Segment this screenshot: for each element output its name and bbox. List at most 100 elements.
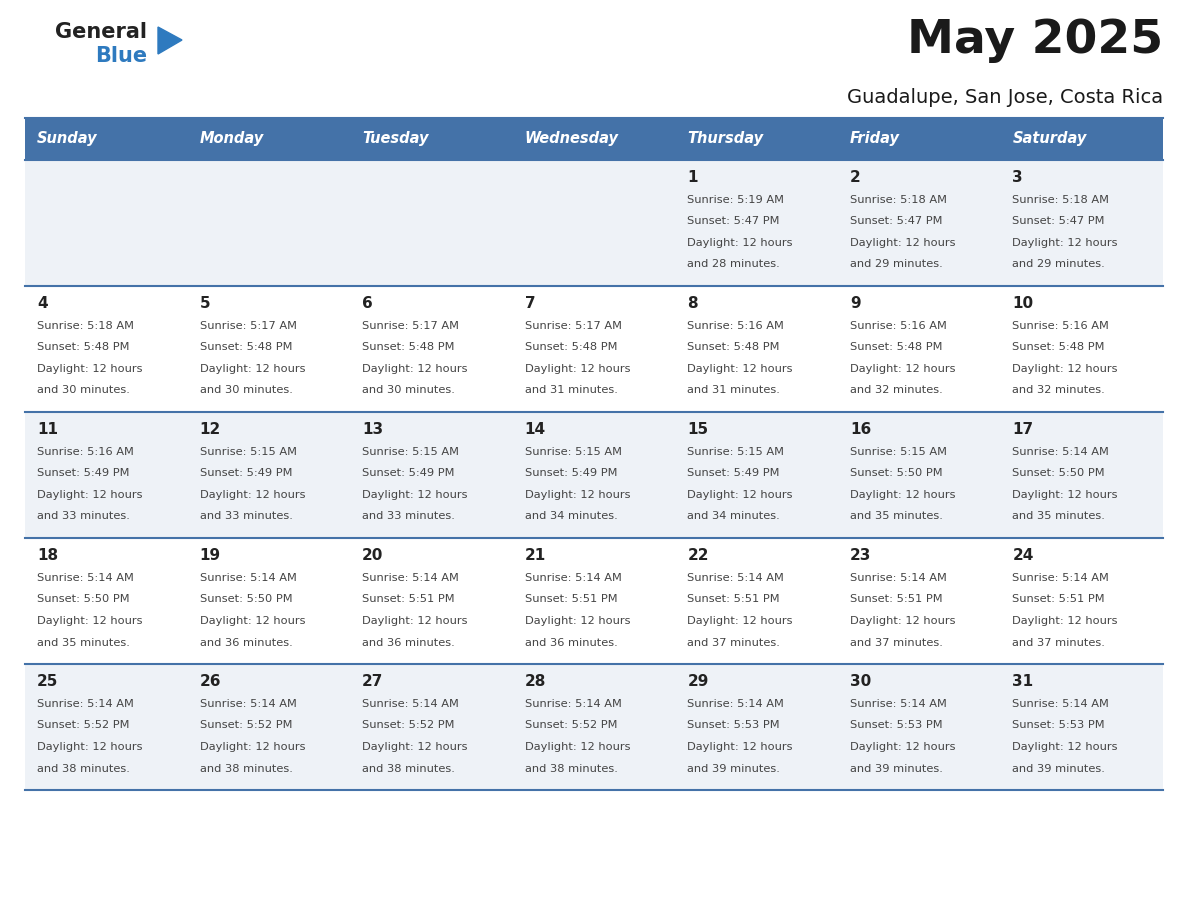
Text: Sunset: 5:51 PM: Sunset: 5:51 PM (688, 595, 779, 604)
Bar (838, 160, 1000, 286)
Text: 5: 5 (200, 296, 210, 311)
Text: Sunset: 5:49 PM: Sunset: 5:49 PM (688, 468, 779, 478)
Text: 17: 17 (1012, 422, 1034, 437)
Bar (1000, 538, 1163, 664)
Text: Daylight: 12 hours: Daylight: 12 hours (200, 616, 305, 626)
Text: and 35 minutes.: and 35 minutes. (1012, 511, 1105, 521)
Text: and 38 minutes.: and 38 minutes. (200, 764, 292, 774)
Text: Sunset: 5:50 PM: Sunset: 5:50 PM (849, 468, 942, 478)
Bar (513, 118, 675, 160)
Text: Sunrise: 5:14 AM: Sunrise: 5:14 AM (362, 573, 459, 583)
Text: and 39 minutes.: and 39 minutes. (849, 764, 943, 774)
Polygon shape (158, 27, 182, 54)
Text: Daylight: 12 hours: Daylight: 12 hours (525, 742, 630, 752)
Text: and 33 minutes.: and 33 minutes. (37, 511, 129, 521)
Text: 23: 23 (849, 548, 871, 563)
Bar (188, 664, 350, 790)
Bar (838, 118, 1000, 160)
Text: Sunrise: 5:14 AM: Sunrise: 5:14 AM (362, 699, 459, 709)
Text: Friday: Friday (849, 131, 899, 147)
Text: Sunrise: 5:14 AM: Sunrise: 5:14 AM (688, 699, 784, 709)
Text: and 36 minutes.: and 36 minutes. (525, 637, 618, 647)
Text: Daylight: 12 hours: Daylight: 12 hours (200, 490, 305, 500)
Bar (513, 664, 675, 790)
Text: Daylight: 12 hours: Daylight: 12 hours (849, 742, 955, 752)
Text: Sunrise: 5:18 AM: Sunrise: 5:18 AM (849, 195, 947, 205)
Text: 10: 10 (1012, 296, 1034, 311)
Bar (675, 118, 838, 160)
Bar (188, 286, 350, 412)
Text: Sunset: 5:52 PM: Sunset: 5:52 PM (200, 721, 292, 731)
Text: Daylight: 12 hours: Daylight: 12 hours (525, 364, 630, 374)
Text: Daylight: 12 hours: Daylight: 12 hours (525, 616, 630, 626)
Bar (25, 538, 188, 664)
Text: Daylight: 12 hours: Daylight: 12 hours (1012, 490, 1118, 500)
Text: Sunset: 5:49 PM: Sunset: 5:49 PM (362, 468, 455, 478)
Text: Blue: Blue (95, 46, 147, 66)
Bar (25, 412, 188, 538)
Bar (188, 160, 350, 286)
Text: Daylight: 12 hours: Daylight: 12 hours (362, 364, 468, 374)
Text: Sunset: 5:51 PM: Sunset: 5:51 PM (362, 595, 455, 604)
Bar (675, 286, 838, 412)
Text: Daylight: 12 hours: Daylight: 12 hours (37, 616, 143, 626)
Text: Sunrise: 5:16 AM: Sunrise: 5:16 AM (688, 321, 784, 331)
Text: Sunset: 5:52 PM: Sunset: 5:52 PM (525, 721, 618, 731)
Text: Daylight: 12 hours: Daylight: 12 hours (362, 616, 468, 626)
Text: Tuesday: Tuesday (362, 131, 429, 147)
Text: Sunrise: 5:15 AM: Sunrise: 5:15 AM (688, 447, 784, 457)
Text: Daylight: 12 hours: Daylight: 12 hours (525, 490, 630, 500)
Text: Sunset: 5:48 PM: Sunset: 5:48 PM (525, 342, 618, 353)
Text: Sunrise: 5:16 AM: Sunrise: 5:16 AM (1012, 321, 1110, 331)
Text: Daylight: 12 hours: Daylight: 12 hours (362, 490, 468, 500)
Text: Sunset: 5:52 PM: Sunset: 5:52 PM (37, 721, 129, 731)
Text: Sunrise: 5:16 AM: Sunrise: 5:16 AM (37, 447, 134, 457)
Text: 6: 6 (362, 296, 373, 311)
Text: Sunrise: 5:14 AM: Sunrise: 5:14 AM (200, 573, 297, 583)
Text: 25: 25 (37, 674, 58, 689)
Bar (838, 538, 1000, 664)
Bar (350, 412, 513, 538)
Bar (513, 286, 675, 412)
Text: Sunrise: 5:14 AM: Sunrise: 5:14 AM (37, 573, 134, 583)
Text: Sunset: 5:50 PM: Sunset: 5:50 PM (37, 595, 129, 604)
Bar (513, 412, 675, 538)
Bar (675, 412, 838, 538)
Text: 3: 3 (1012, 170, 1023, 185)
Text: Thursday: Thursday (688, 131, 764, 147)
Text: 24: 24 (1012, 548, 1034, 563)
Bar (350, 160, 513, 286)
Text: 16: 16 (849, 422, 871, 437)
Bar (188, 118, 350, 160)
Text: 7: 7 (525, 296, 536, 311)
Text: Sunrise: 5:14 AM: Sunrise: 5:14 AM (525, 573, 621, 583)
Bar (675, 664, 838, 790)
Text: Sunset: 5:48 PM: Sunset: 5:48 PM (1012, 342, 1105, 353)
Bar (188, 538, 350, 664)
Text: and 37 minutes.: and 37 minutes. (1012, 637, 1105, 647)
Text: Daylight: 12 hours: Daylight: 12 hours (688, 616, 792, 626)
Bar (675, 160, 838, 286)
Text: 1: 1 (688, 170, 697, 185)
Bar (1000, 286, 1163, 412)
Text: 21: 21 (525, 548, 546, 563)
Text: and 37 minutes.: and 37 minutes. (849, 637, 943, 647)
Text: Sunset: 5:48 PM: Sunset: 5:48 PM (362, 342, 455, 353)
Text: 27: 27 (362, 674, 384, 689)
Text: and 28 minutes.: and 28 minutes. (688, 260, 781, 270)
Text: Sunset: 5:49 PM: Sunset: 5:49 PM (37, 468, 129, 478)
Text: Daylight: 12 hours: Daylight: 12 hours (849, 616, 955, 626)
Text: Sunrise: 5:14 AM: Sunrise: 5:14 AM (849, 573, 947, 583)
Text: Sunrise: 5:18 AM: Sunrise: 5:18 AM (37, 321, 134, 331)
Text: Sunset: 5:49 PM: Sunset: 5:49 PM (200, 468, 292, 478)
Text: and 35 minutes.: and 35 minutes. (37, 637, 129, 647)
Text: 4: 4 (37, 296, 48, 311)
Text: Guadalupe, San Jose, Costa Rica: Guadalupe, San Jose, Costa Rica (847, 88, 1163, 107)
Text: Sunset: 5:49 PM: Sunset: 5:49 PM (525, 468, 618, 478)
Bar (350, 538, 513, 664)
Text: and 38 minutes.: and 38 minutes. (525, 764, 618, 774)
Text: Daylight: 12 hours: Daylight: 12 hours (688, 490, 792, 500)
Bar (675, 538, 838, 664)
Text: Sunset: 5:48 PM: Sunset: 5:48 PM (688, 342, 779, 353)
Text: Daylight: 12 hours: Daylight: 12 hours (37, 364, 143, 374)
